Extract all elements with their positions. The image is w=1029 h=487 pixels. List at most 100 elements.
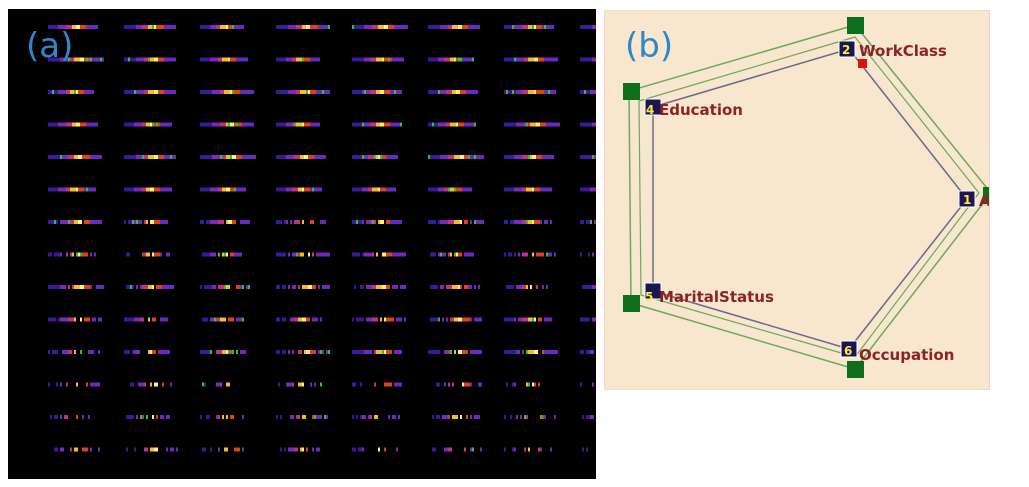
pixel-mark [154, 220, 156, 224]
pixel-mark [590, 220, 592, 224]
pixel-mark [318, 25, 320, 29]
pixel-mark [352, 447, 354, 452]
pixel-mark [64, 122, 66, 127]
pixel-mark [296, 25, 298, 29]
pixel-mark [144, 220, 146, 224]
pixel-mark [62, 57, 64, 62]
pixel-mark [124, 57, 126, 62]
pixel-mark [360, 57, 362, 62]
pixel-mark [60, 415, 62, 419]
pixel-mark [48, 90, 50, 94]
pixel-mark [206, 25, 208, 29]
pixel-mark [82, 447, 84, 452]
pixel-mark [402, 25, 404, 29]
pixel-mark [218, 90, 220, 94]
pixel-mark [168, 25, 170, 29]
pixel-bars-canvas [48, 25, 596, 452]
pixel-mark [400, 220, 402, 224]
pixel-mark [538, 447, 540, 452]
pixel-mark [160, 415, 162, 419]
pixel-mark [176, 447, 178, 452]
pixel-mark [300, 90, 302, 94]
pixel-mark [86, 382, 88, 387]
pixel-mark [204, 350, 206, 354]
bar-segment [276, 220, 326, 224]
pixel-mark [454, 285, 456, 289]
pixel-mark [94, 220, 96, 224]
pixel-mark [580, 317, 582, 322]
pixel-mark [78, 57, 80, 62]
pixel-mark [550, 155, 552, 159]
pixel-mark [160, 57, 162, 62]
pixel-mark [172, 90, 174, 94]
node-workclass[interactable]: 2 WorkClass [838, 40, 947, 60]
pixel-mark [352, 252, 354, 257]
pixel-mark [584, 155, 586, 159]
pixel-mark [468, 382, 470, 387]
pixel-mark [86, 122, 88, 127]
pixel-mark [318, 415, 320, 419]
pixel-mark [358, 187, 360, 192]
pixel-mark [90, 220, 92, 224]
bar-segment [276, 285, 330, 289]
pixel-mark [512, 90, 514, 94]
pixel-mark [174, 57, 176, 62]
pixel-mark [582, 57, 584, 62]
pixel-mark [390, 382, 392, 387]
pixel-mark [552, 57, 554, 62]
pixel-mark [384, 382, 386, 387]
pixel-mark [550, 90, 552, 94]
pixel-mark [528, 447, 530, 452]
pixel-mark [90, 350, 92, 354]
pixel-mark [284, 350, 286, 354]
pixel-mark [402, 57, 404, 62]
pixel-mark [230, 415, 232, 419]
pixel-mark [252, 122, 254, 127]
pixel-mark [146, 252, 148, 257]
pixel-mark [152, 187, 154, 192]
inner-edge-education-workclass [652, 48, 850, 108]
pixel-mark [242, 155, 244, 159]
pixel-mark [284, 57, 286, 62]
pixel-mark [84, 187, 86, 192]
pixel-mark [374, 415, 376, 419]
pixel-mark [514, 447, 516, 452]
pixel-mark [378, 220, 380, 224]
node-occupation[interactable]: 6 Occupation [840, 340, 954, 364]
node-education[interactable]: 4 Education [644, 98, 743, 119]
pixel-mark [368, 252, 370, 257]
pixel-mark [536, 155, 538, 159]
pixel-mark [240, 220, 242, 224]
pixel-mark [532, 220, 534, 224]
pixel-mark [516, 90, 518, 94]
node-maritalstatus[interactable]: 5 MaritalStatus [644, 282, 774, 306]
pixel-mark [156, 447, 158, 452]
pixel-mark [78, 285, 80, 289]
pixel-mark [160, 220, 162, 224]
pixel-mark [144, 382, 146, 387]
pixel-mark [142, 252, 144, 257]
pixel-mark [280, 122, 282, 127]
pixel-mark [582, 155, 584, 159]
inner-edge-a-occupation [848, 198, 968, 350]
pixel-mark [508, 285, 510, 289]
pixel-mark [88, 122, 90, 127]
pixel-mark [142, 285, 144, 289]
pixel-mark [324, 25, 326, 29]
pixel-mark [298, 57, 300, 62]
pixel-mark [162, 220, 164, 224]
pixel-mark [504, 252, 506, 257]
pixel-mark [440, 155, 442, 159]
pixel-mark [354, 350, 356, 354]
bar-segment [276, 317, 322, 322]
pixel-mark [276, 350, 278, 354]
node-a[interactable]: 1 A [958, 190, 989, 210]
pixel-mark [592, 317, 594, 322]
pixel-mark [536, 57, 538, 62]
bar-segment [276, 122, 320, 127]
pixel-mark [532, 57, 534, 62]
pixel-mark [136, 415, 138, 419]
pixel-mark [458, 155, 460, 159]
pixel-mark [74, 447, 76, 452]
pixel-mark [152, 317, 154, 322]
